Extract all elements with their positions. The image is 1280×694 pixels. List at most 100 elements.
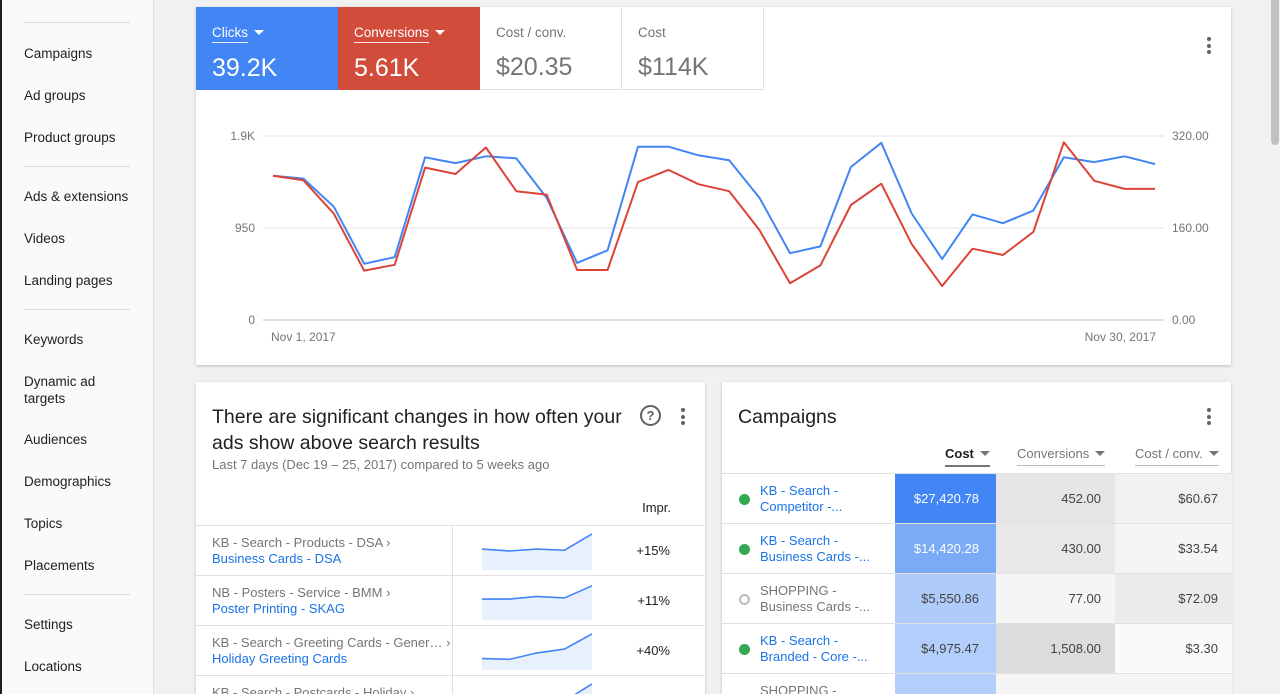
conversions-cell: 1,508.00 <box>996 624 1115 674</box>
column-header-conversions[interactable]: Conversions <box>1017 446 1106 466</box>
list-item[interactable]: KB - Search - Greeting Cards - Gener… › … <box>196 625 704 676</box>
table-row[interactable]: KB - Search - Business Cards -... $14,42… <box>722 523 1232 574</box>
status-enabled-icon <box>739 644 750 655</box>
sparkline-line <box>574 683 592 694</box>
metric-label: Cost / conv. <box>496 25 567 40</box>
sidebar-item-campaigns[interactable]: Campaigns <box>24 46 93 61</box>
campaign-name-link[interactable]: KB - Search - Branded - Core -... <box>760 633 868 664</box>
impressions-change: +15% <box>636 543 670 558</box>
conversions-cell: 452.00 <box>996 474 1115 524</box>
sidebar-item-dynamic-ad-targets[interactable]: Dynamic ad targets <box>24 374 96 406</box>
ad-group-link[interactable]: Business Cards - DSA <box>212 551 342 566</box>
sort-caret-icon <box>979 451 990 456</box>
table-row[interactable]: SHOPPING - Business Cards -... $5,550.86… <box>722 573 1232 624</box>
cost-cell <box>895 674 996 694</box>
metric-cost-per-conv[interactable]: Cost / conv. $20.35 <box>480 7 622 90</box>
sidebar-item-demographics[interactable]: Demographics <box>24 474 112 489</box>
column-header-cost-per-conv[interactable]: Cost / conv. <box>1135 446 1219 466</box>
insight-title: There are significant changes in how oft… <box>212 406 622 454</box>
cost-per-conv-cell: $72.09 <box>1115 574 1232 624</box>
sidebar-item-placements[interactable]: Placements <box>24 558 95 573</box>
cost-cell: $5,550.86 <box>895 574 996 624</box>
sort-caret-icon <box>1095 451 1106 456</box>
sparkline-line <box>482 633 592 661</box>
metric-conversions[interactable]: Conversions 5.61K <box>338 7 480 90</box>
y-left-tick: 950 <box>235 221 255 235</box>
more-options-icon[interactable] <box>681 408 685 428</box>
more-options-icon[interactable] <box>1207 37 1211 57</box>
sidebar-item-ad-groups[interactable]: Ad groups <box>24 88 86 103</box>
list-item[interactable]: KB - Search - Products - DSA › Business … <box>196 525 704 576</box>
metric-value: 5.61K <box>354 54 420 82</box>
sidebar-divider <box>24 22 130 23</box>
more-options-icon[interactable] <box>1207 408 1211 428</box>
campaign-name-link[interactable]: SHOPPING - <box>760 683 837 694</box>
x-end-label: Nov 30, 2017 <box>1085 330 1157 344</box>
campaign-path: KB - Search - Postcards - Holiday › <box>212 685 415 694</box>
sidebar-item-product-groups[interactable]: Product groups <box>24 130 116 145</box>
impressions-column-header: Impr. <box>642 500 671 515</box>
sidebar-nav: Campaigns Ad groups Product groups Ads &… <box>2 0 154 694</box>
sidebar-item-landing-pages[interactable]: Landing pages <box>24 273 113 288</box>
list-item[interactable]: KB - Search - Postcards - Holiday › <box>196 675 704 694</box>
series-line-clicks <box>272 141 1156 265</box>
ad-group-link[interactable]: Poster Printing - SKAG <box>212 601 345 616</box>
help-icon[interactable]: ? <box>640 405 661 426</box>
sidebar-item-audiences[interactable]: Audiences <box>24 432 88 447</box>
campaign-name-link[interactable]: KB - Search - Business Cards -... <box>760 533 870 564</box>
y-right-tick: 0.00 <box>1172 313 1196 327</box>
page-scrollbar[interactable] <box>1270 0 1280 694</box>
sidebar-divider <box>24 309 130 310</box>
list-item[interactable]: NB - Posters - Service - BMM › Poster Pr… <box>196 575 704 626</box>
campaign-name-link[interactable]: KB - Search - Competitor -... <box>760 483 843 514</box>
metric-cost[interactable]: Cost $114K <box>622 7 764 90</box>
insight-card: There are significant changes in how oft… <box>196 382 705 694</box>
status-enabled-icon <box>739 494 750 505</box>
sparkline <box>482 633 592 670</box>
sparkline-area <box>575 683 592 694</box>
status-enabled-icon <box>739 544 750 555</box>
table-row[interactable]: KB - Search - Competitor -... $27,420.78… <box>722 473 1232 524</box>
ad-group-link[interactable]: Holiday Greeting Cards <box>212 651 348 666</box>
metric-value: 39.2K <box>212 54 278 82</box>
sparkline <box>574 683 592 694</box>
metric-value: $114K <box>638 53 709 81</box>
campaign-path: NB - Posters - Service - BMM › <box>212 585 391 600</box>
campaign-path: KB - Search - Products - DSA › <box>212 535 391 550</box>
scrollbar-thumb[interactable] <box>1271 0 1279 145</box>
campaign-name-link[interactable]: SHOPPING - Business Cards -... <box>760 583 870 614</box>
cost-cell: $27,420.78 <box>895 474 996 524</box>
campaign-path: KB - Search - Greeting Cards - Gener… › <box>212 635 451 650</box>
sparkline-line <box>482 585 592 600</box>
metric-value: $20.35 <box>496 53 573 81</box>
overview-card: Clicks 39.2K Conversions 5.61K Cost / co… <box>196 7 1231 365</box>
dropdown-caret-icon <box>254 30 264 35</box>
sidebar-item-topics[interactable]: Topics <box>24 516 63 531</box>
insight-subtitle: Last 7 days (Dec 19 – 25, 2017) compared… <box>212 457 550 472</box>
conversions-cell: 430.00 <box>996 524 1115 574</box>
chart-grid <box>263 135 1164 321</box>
sidebar-item-ads-extensions[interactable]: Ads & extensions <box>24 189 129 204</box>
cost-per-conv-cell <box>1115 674 1232 694</box>
column-header-cost[interactable]: Cost <box>945 446 990 467</box>
table-row[interactable]: SHOPPING - <box>722 673 1232 694</box>
cost-cell: $4,975.47 <box>895 624 996 674</box>
table-row[interactable]: KB - Search - Branded - Core -... $4,975… <box>722 623 1232 674</box>
cost-per-conv-cell: $3.30 <box>1115 624 1232 674</box>
sparkline <box>482 533 592 570</box>
cost-per-conv-cell: $33.54 <box>1115 524 1232 574</box>
cost-per-conv-cell: $60.67 <box>1115 474 1232 524</box>
sidebar-item-settings[interactable]: Settings <box>24 617 73 632</box>
sidebar-item-keywords[interactable]: Keywords <box>24 332 84 347</box>
metric-clicks[interactable]: Clicks 39.2K <box>196 7 338 90</box>
conversions-cell <box>996 674 1115 694</box>
sparkline-area <box>482 633 592 670</box>
sidebar-item-videos[interactable]: Videos <box>24 231 66 246</box>
sidebar-item-locations[interactable]: Locations <box>24 659 82 674</box>
impressions-change: +11% <box>637 593 670 608</box>
sort-caret-icon <box>1208 451 1219 456</box>
sparkline <box>482 585 592 620</box>
dropdown-caret-icon <box>435 30 446 35</box>
status-removed-icon <box>739 594 750 605</box>
x-start-label: Nov 1, 2017 <box>271 330 336 344</box>
